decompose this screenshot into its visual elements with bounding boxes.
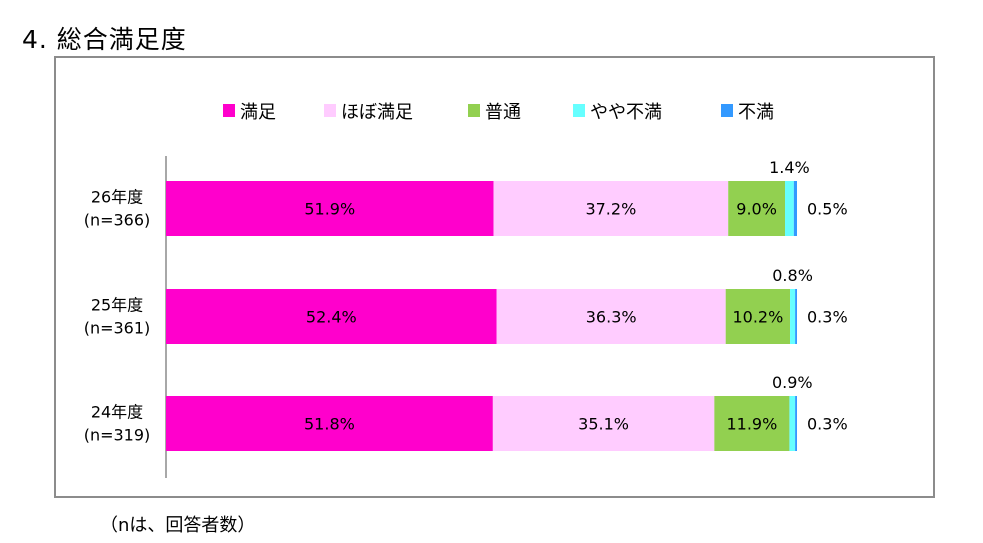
data-label: 35.1% [578,415,629,434]
category-label: 24年度 [91,403,143,422]
bar-segment [789,396,796,451]
bar-segment [166,396,493,451]
bar-segment [795,396,797,451]
bar-segment [493,181,729,236]
legend-mostly-satisfied-label: ほぼ満足 [341,102,413,123]
legend-dissatisfied-label: 不満 [738,102,774,123]
bar-segment [785,181,794,236]
legend-dissatisfied-swatch [721,104,733,117]
data-label: 51.9% [304,200,355,219]
category-n-label: (n=366) [84,211,151,230]
bar-segment [728,181,786,236]
bar-segment [166,289,497,344]
page-title: 4. 総合満足度 [22,25,187,54]
data-label: 0.8% [772,266,813,285]
category-label: 26年度 [91,188,143,207]
chart-frame [54,56,935,498]
category-n-label: (n=361) [84,319,151,338]
legend-satisfied-swatch [223,104,235,117]
legend-somewhat-dissatisfied-swatch [573,104,585,117]
data-label: 0.5% [807,200,848,219]
legend-somewhat-dissatisfied-label: やや不満 [590,102,662,123]
data-label: 9.0% [736,200,777,219]
data-label: 11.9% [726,415,777,434]
category-label: 25年度 [91,296,143,315]
legend-satisfied-label: 満足 [240,102,276,123]
bar-segment [492,396,715,451]
data-label: 52.4% [306,308,357,327]
bar-segment [725,289,791,344]
data-label: 0.9% [772,373,813,392]
legend-neutral-swatch [468,104,480,117]
data-label: 1.4% [769,158,810,177]
respondents-note: （nは、回答者数） [100,515,256,536]
bar-segment [496,289,726,344]
bar-segment [166,181,494,236]
legend-neutral-label: 普通 [485,102,521,123]
data-label: 0.3% [807,308,848,327]
legend-mostly-satisfied-swatch [324,104,336,117]
data-label: 0.3% [807,415,848,434]
category-n-label: (n=319) [84,426,151,445]
data-label: 36.3% [586,308,637,327]
bar-segment [795,289,797,344]
bar-segment [793,181,797,236]
bar-segment [714,396,790,451]
data-label: 37.2% [585,200,636,219]
bar-segment [790,289,796,344]
data-label: 10.2% [732,308,783,327]
data-label: 51.8% [304,415,355,434]
